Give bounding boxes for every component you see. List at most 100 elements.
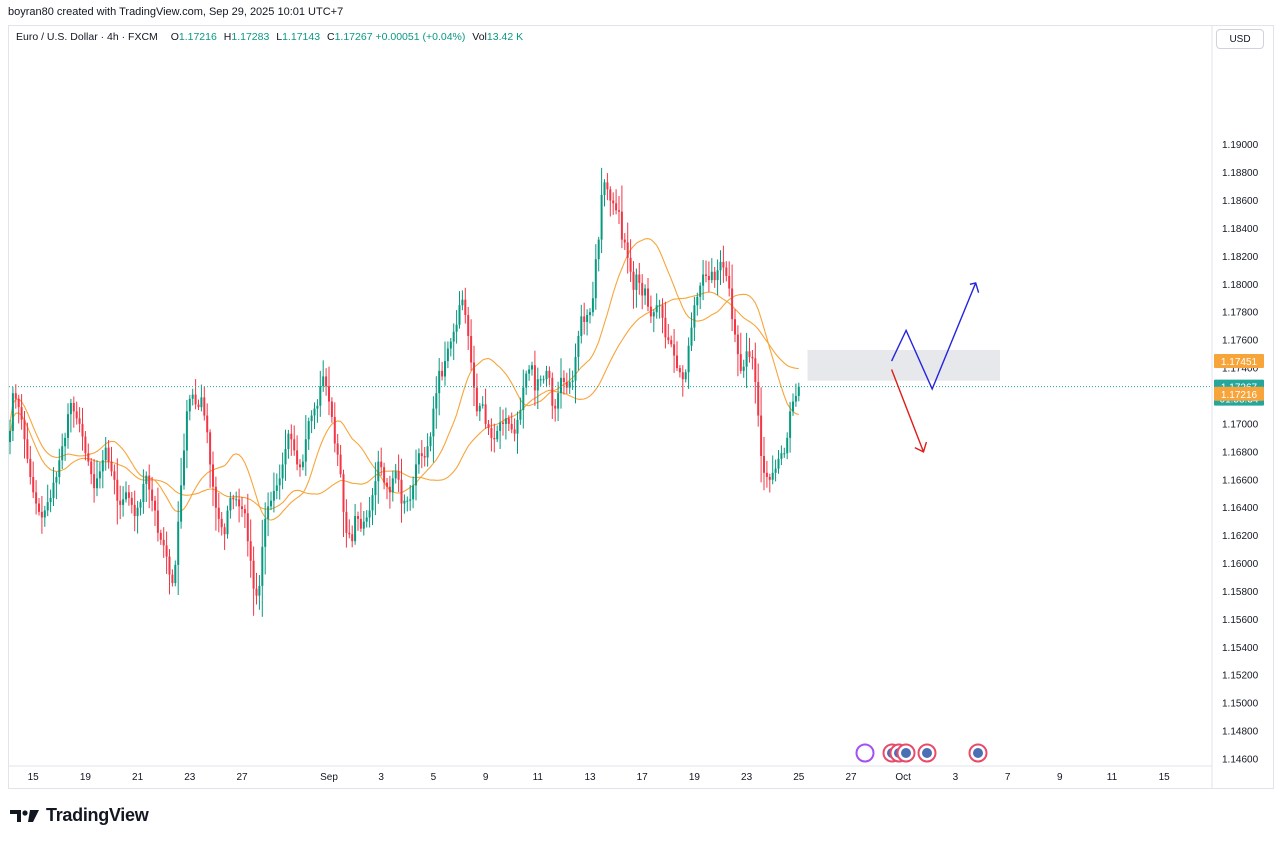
candle: [307, 417, 310, 450]
candle-body: [87, 453, 90, 462]
bullish-projection-arrow[interactable]: [890, 282, 977, 391]
volume-label: Vol: [472, 31, 487, 43]
y-tick-label: 1.14800: [1222, 727, 1259, 738]
candle-body: [594, 259, 597, 299]
open-value: 1.17216: [178, 31, 217, 43]
candle-body: [386, 482, 388, 487]
candle: [629, 239, 632, 283]
candle-body: [777, 458, 780, 469]
candle-body: [249, 541, 252, 561]
candle-body: [707, 275, 710, 281]
symbol-legend[interactable]: Euro / U.S. Dollar · 4h · FXCM O1.17216 …: [16, 31, 523, 43]
tradingview-brand[interactable]: TradingView: [10, 805, 149, 826]
economic-event-icon[interactable]: [896, 743, 916, 763]
candle-body: [551, 377, 554, 406]
candle: [513, 418, 516, 442]
candle-body: [461, 299, 464, 306]
candle: [522, 369, 525, 429]
y-tick-label: 1.15400: [1222, 643, 1259, 654]
symbol-name[interactable]: Euro / U.S. Dollar · 4h · FXCM: [16, 31, 158, 43]
resistance-zone[interactable]: [807, 349, 1001, 381]
candle-body: [560, 377, 562, 394]
candle-body: [17, 398, 20, 408]
candle: [46, 484, 49, 517]
volume-value: 13.42 K: [486, 31, 524, 43]
candle: [235, 491, 238, 507]
candle-body: [212, 464, 214, 487]
candle-body: [705, 274, 707, 276]
candle: [676, 341, 678, 372]
candle: [481, 396, 484, 409]
candle: [171, 569, 174, 587]
candle-body: [391, 478, 394, 493]
candle-body: [78, 418, 81, 424]
currency-button[interactable]: USD: [1216, 29, 1264, 49]
candle-body: [197, 404, 200, 408]
candle-body: [46, 502, 49, 511]
candle-body: [339, 454, 342, 475]
candle: [736, 325, 739, 377]
candle: [96, 460, 98, 497]
economic-event-icon[interactable]: [917, 743, 937, 763]
candle-body: [29, 458, 32, 477]
candle-body: [194, 394, 197, 405]
candle-body: [241, 506, 243, 510]
candle-body: [380, 461, 383, 468]
candle: [200, 384, 203, 412]
candle: [644, 284, 647, 305]
candle: [148, 464, 151, 509]
candle: [594, 244, 597, 310]
lightning-event-icon[interactable]: [855, 743, 875, 763]
candle: [667, 323, 670, 345]
candle-body: [368, 510, 371, 518]
candle: [449, 338, 452, 357]
candle-body: [597, 239, 600, 260]
candle-body: [690, 327, 693, 346]
candle: [110, 446, 113, 477]
zone-price-label-text: 1.17451: [1221, 357, 1258, 368]
candle: [14, 384, 17, 409]
candle: [426, 433, 429, 467]
candle-body: [719, 261, 722, 271]
candle: [519, 397, 522, 425]
candle: [693, 296, 696, 341]
candle: [452, 323, 455, 361]
candle-body: [603, 182, 606, 195]
candle-body: [348, 532, 351, 535]
candle-body: [528, 369, 531, 374]
y-tick-label: 1.18200: [1222, 252, 1259, 263]
candle: [415, 449, 417, 501]
candle: [745, 332, 748, 389]
candle: [699, 282, 702, 310]
candle-body: [702, 274, 705, 286]
candle: [705, 260, 707, 283]
candle: [797, 382, 800, 402]
x-tick-label: 15: [1159, 772, 1171, 783]
candle-body: [104, 447, 107, 461]
candle: [32, 461, 35, 499]
candle: [351, 525, 354, 548]
candle-body: [322, 376, 325, 387]
candle-body: [545, 370, 548, 380]
us-flag-icon[interactable]: [968, 743, 988, 763]
candle-body: [270, 500, 272, 507]
candle-body: [38, 503, 40, 512]
x-tick-label: Sep: [320, 772, 338, 783]
candle: [446, 341, 449, 369]
bearish-projection-arrow[interactable]: [890, 369, 925, 453]
candle: [264, 502, 267, 575]
candle-body: [458, 305, 461, 325]
candle: [348, 519, 351, 539]
chart-frame: [8, 25, 1274, 789]
candle: [748, 337, 751, 363]
x-tick-label: 21: [132, 772, 144, 783]
candle: [267, 492, 270, 537]
candle-body: [765, 472, 768, 477]
candle-body: [502, 422, 504, 424]
y-tick-label: 1.15600: [1222, 615, 1259, 626]
x-tick-label: 11: [533, 772, 544, 783]
candle-body: [635, 274, 638, 290]
candle: [507, 415, 510, 432]
candle: [104, 437, 107, 471]
